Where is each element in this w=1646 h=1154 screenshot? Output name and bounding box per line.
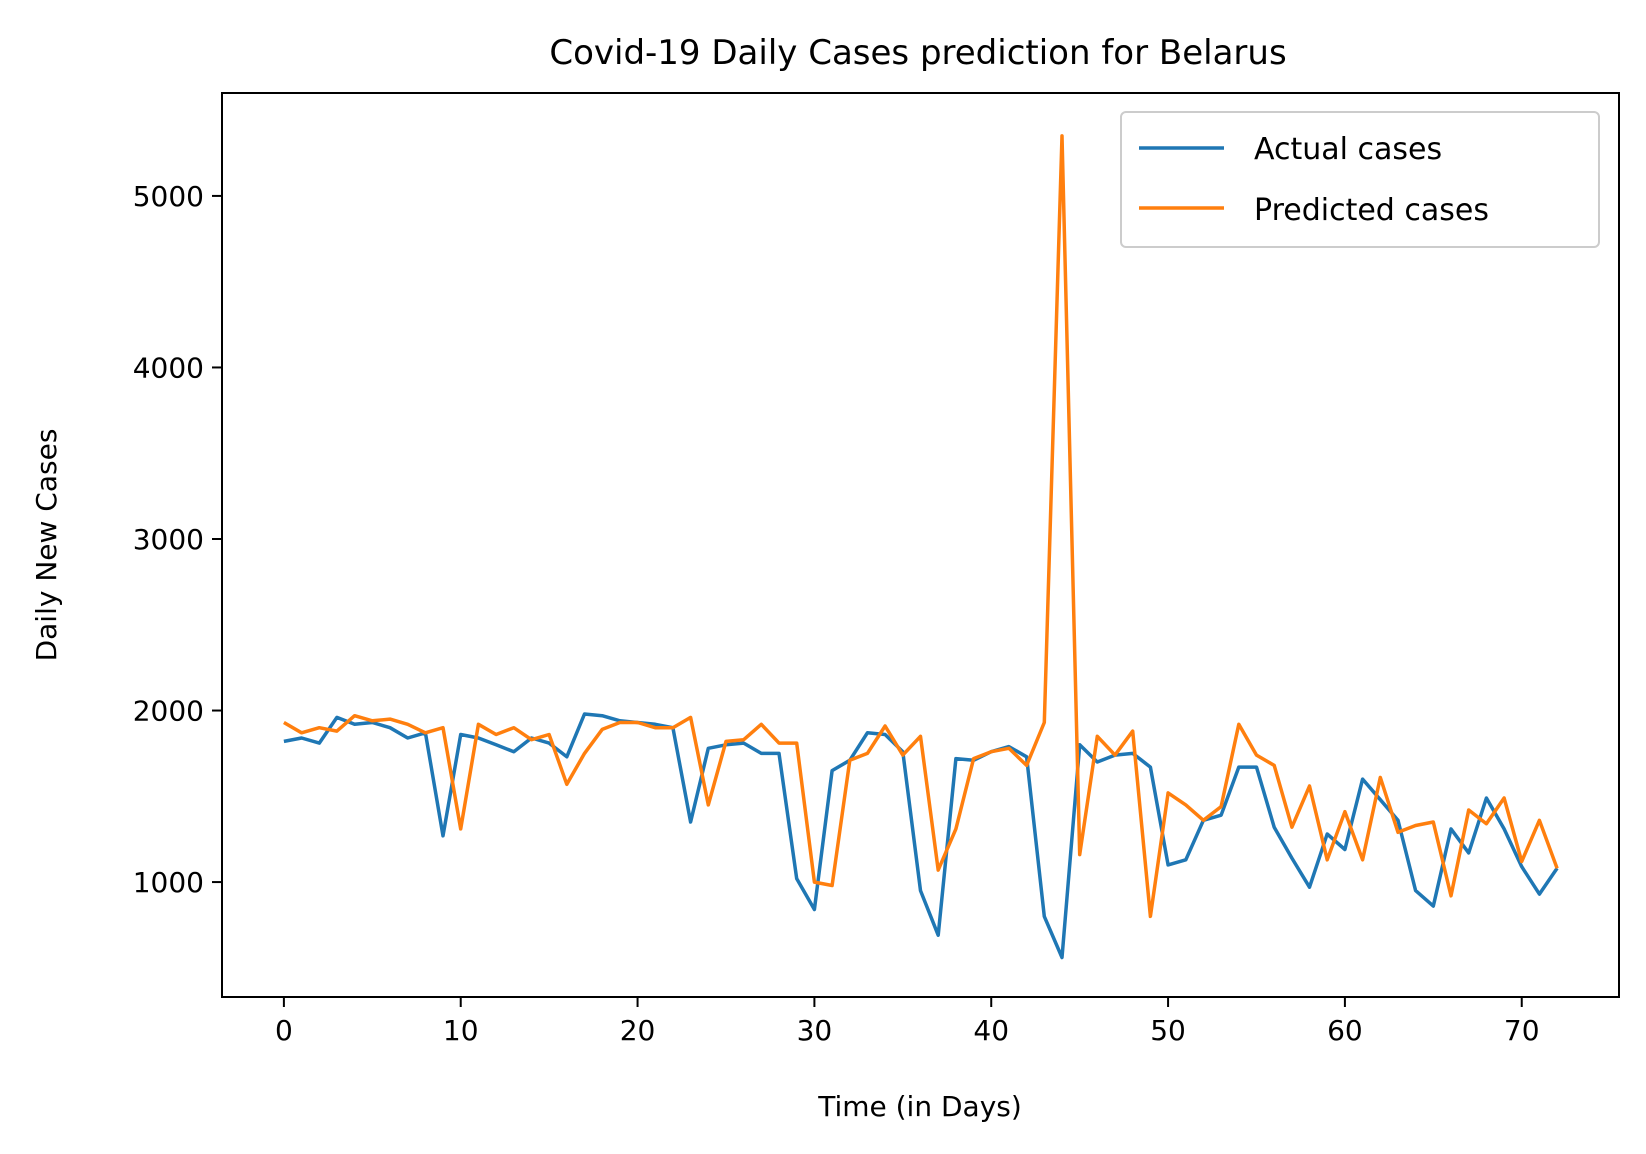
legend: Actual cases Predicted cases — [1120, 111, 1600, 248]
series-line-predicted — [283, 134, 1559, 919]
y-tick-label: 5000 — [133, 180, 204, 213]
y-tick-label: 3000 — [133, 523, 204, 556]
y-axis-ticks: 1000 2000 3000 4000 5000 — [133, 180, 222, 899]
axes-frame — [221, 92, 1620, 998]
x-axis-ticks: 0 10 20 30 40 50 60 70 — [275, 997, 1540, 1047]
series-line-actual — [283, 712, 1559, 960]
legend-label-actual: Actual cases — [1254, 132, 1442, 167]
x-tick-label: 20 — [620, 1014, 656, 1047]
legend-box — [1120, 111, 1600, 248]
x-tick-label: 60 — [1327, 1014, 1363, 1047]
legend-label-predicted: Predicted cases — [1254, 193, 1489, 228]
x-axis-label: Time (in Days) — [817, 1090, 1022, 1123]
series-layer — [283, 134, 1559, 960]
y-tick-label: 1000 — [133, 866, 204, 899]
x-tick-label: 30 — [797, 1014, 833, 1047]
x-tick-label: 50 — [1150, 1014, 1186, 1047]
x-tick-label: 0 — [275, 1014, 293, 1047]
y-tick-label: 4000 — [133, 351, 204, 384]
y-tick-label: 2000 — [133, 695, 204, 728]
y-axis-label: Daily New Cases — [30, 429, 63, 662]
x-tick-label: 40 — [973, 1014, 1009, 1047]
x-tick-label: 70 — [1504, 1014, 1540, 1047]
plot-area — [221, 92, 1620, 998]
x-tick-label: 10 — [443, 1014, 479, 1047]
chart-title: Covid-19 Daily Cases prediction for Bela… — [549, 33, 1286, 73]
